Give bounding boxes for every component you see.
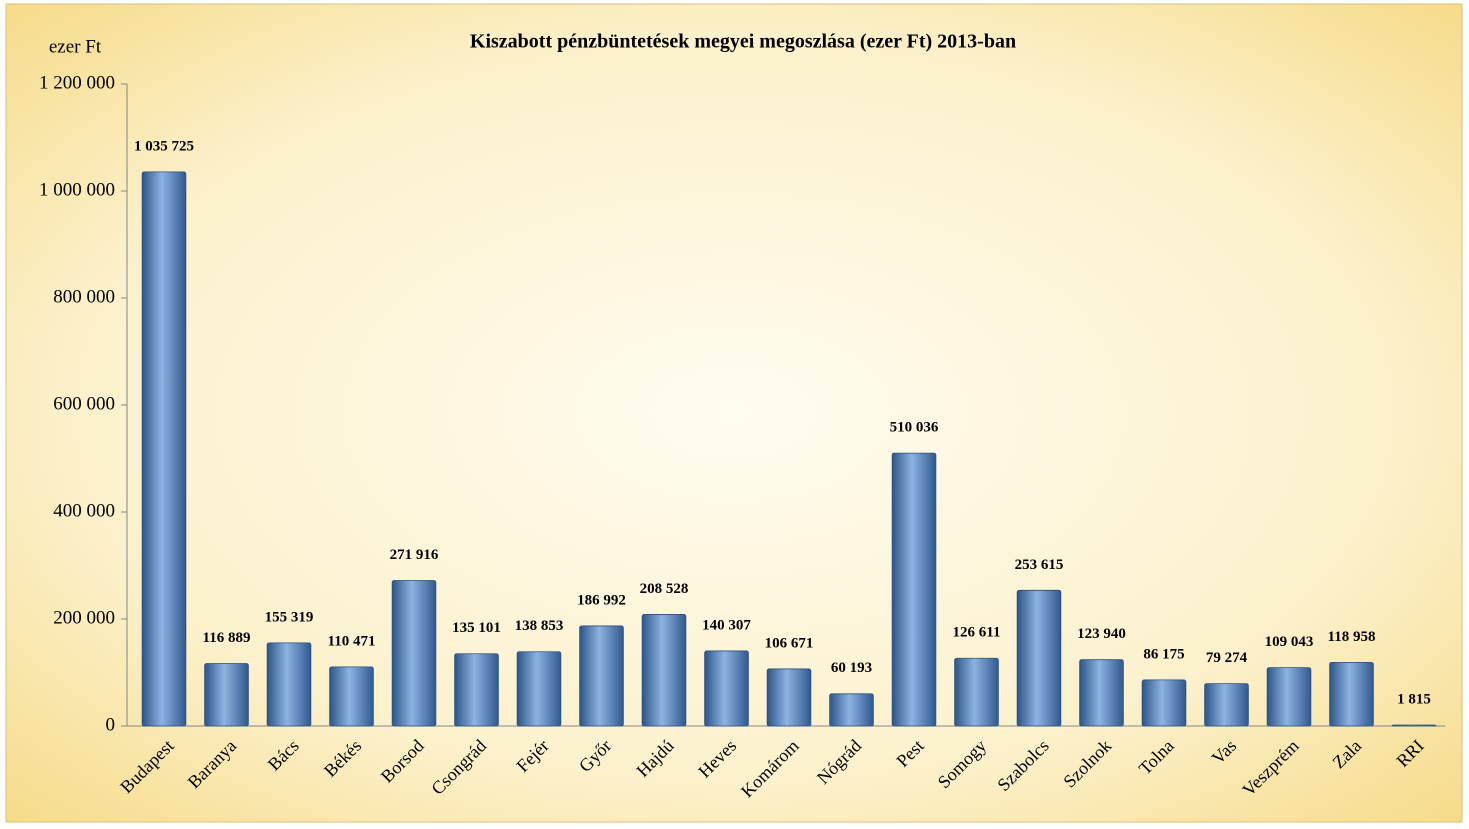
chart-title: Kiszabott pénzbüntetések megyei megoszlá… (470, 31, 1016, 53)
value-label: 138 853 (515, 618, 564, 634)
value-label: 510 036 (890, 420, 939, 436)
value-label: 155 319 (265, 609, 314, 625)
bar (391, 580, 437, 727)
bar (579, 625, 624, 727)
bar (1141, 679, 1187, 727)
bar (516, 651, 562, 727)
value-label: 60 193 (831, 660, 872, 676)
value-label: 271 916 (390, 547, 439, 563)
y-tick-label: 600 000 (53, 393, 115, 414)
bar (829, 693, 874, 727)
y-tick-label: 1 200 000 (39, 72, 115, 93)
value-label: 116 889 (203, 630, 251, 646)
value-label: 208 528 (640, 581, 689, 597)
y-tick-label: 0 (106, 714, 116, 735)
value-label: 118 958 (1328, 629, 1376, 645)
bar (954, 657, 999, 727)
bar (641, 614, 687, 727)
bar (766, 668, 812, 727)
value-label: 253 615 (1015, 557, 1064, 573)
value-label: 86 175 (1143, 646, 1184, 662)
value-label: 135 101 (452, 620, 501, 636)
bar (891, 452, 937, 727)
value-label: 1 815 (1397, 691, 1431, 707)
bar (266, 642, 312, 727)
y-tick-label: 400 000 (53, 500, 115, 521)
bar (704, 650, 749, 727)
bar (1016, 589, 1062, 727)
value-label: 79 274 (1206, 650, 1248, 666)
value-label: 110 471 (328, 633, 376, 649)
value-label: 106 671 (765, 635, 814, 651)
y-tick-label: 1 000 000 (39, 179, 115, 200)
value-label: 186 992 (577, 592, 626, 608)
bar (1266, 667, 1312, 727)
value-label: 126 611 (953, 625, 1001, 641)
bar (141, 171, 187, 727)
y-axis-label: ezer Ft (49, 36, 102, 57)
bar (1391, 724, 1437, 727)
value-label: 109 043 (1265, 634, 1314, 650)
bar (1204, 683, 1249, 727)
bar (204, 663, 249, 727)
bar (454, 653, 499, 727)
y-tick-label: 800 000 (53, 286, 115, 307)
y-tick-label: 200 000 (53, 607, 115, 628)
bar (1079, 659, 1124, 727)
value-label: 140 307 (702, 617, 751, 633)
bar (329, 666, 374, 727)
bar (1329, 661, 1374, 727)
value-label: 1 035 725 (134, 138, 194, 154)
value-label: 123 940 (1077, 626, 1126, 642)
